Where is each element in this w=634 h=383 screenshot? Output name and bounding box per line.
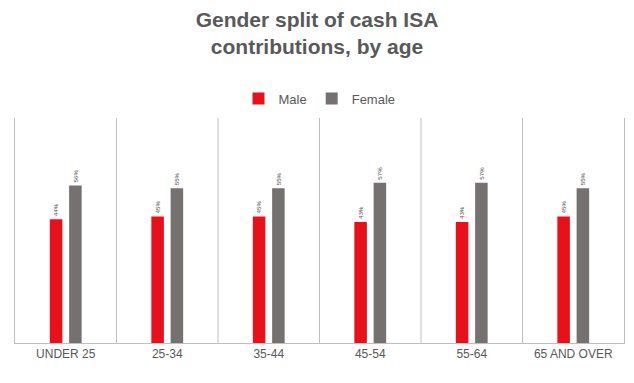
svg-text:56%: 56% <box>72 170 79 183</box>
svg-text:65 AND OVER: 65 AND OVER <box>534 347 613 361</box>
svg-text:55%: 55% <box>275 172 282 185</box>
svg-text:43%: 43% <box>357 206 364 219</box>
svg-text:44%: 44% <box>52 203 59 216</box>
svg-text:45-54: 45-54 <box>355 347 386 361</box>
svg-text:55%: 55% <box>173 172 180 185</box>
svg-text:45%: 45% <box>560 201 567 214</box>
svg-text:55%: 55% <box>579 172 586 185</box>
svg-text:57%: 57% <box>376 167 383 180</box>
svg-text:25-34: 25-34 <box>152 347 183 361</box>
svg-text:Female: Female <box>352 92 395 107</box>
svg-text:35-44: 35-44 <box>253 347 284 361</box>
svg-text:57%: 57% <box>478 167 485 180</box>
svg-text:45%: 45% <box>255 201 262 214</box>
svg-text:45%: 45% <box>154 201 161 214</box>
svg-text:55-64: 55-64 <box>456 347 487 361</box>
svg-text:UNDER 25: UNDER 25 <box>36 347 96 361</box>
svg-text:Gender split of cash ISAcontri: Gender split of cash ISAcontributions, b… <box>196 8 439 58</box>
svg-text:43%: 43% <box>458 206 465 219</box>
svg-text:Male: Male <box>279 92 307 107</box>
